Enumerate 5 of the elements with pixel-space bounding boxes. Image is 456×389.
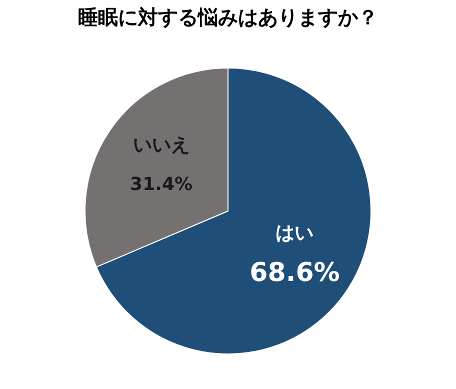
slice-label: いいえ (132, 134, 190, 156)
data-label: 31.4% (130, 174, 192, 195)
slice-label: はい (276, 222, 314, 244)
data-label: 68.6% (250, 258, 340, 288)
chart-title: 睡眠に対する悩みはありますか？ (78, 5, 378, 29)
